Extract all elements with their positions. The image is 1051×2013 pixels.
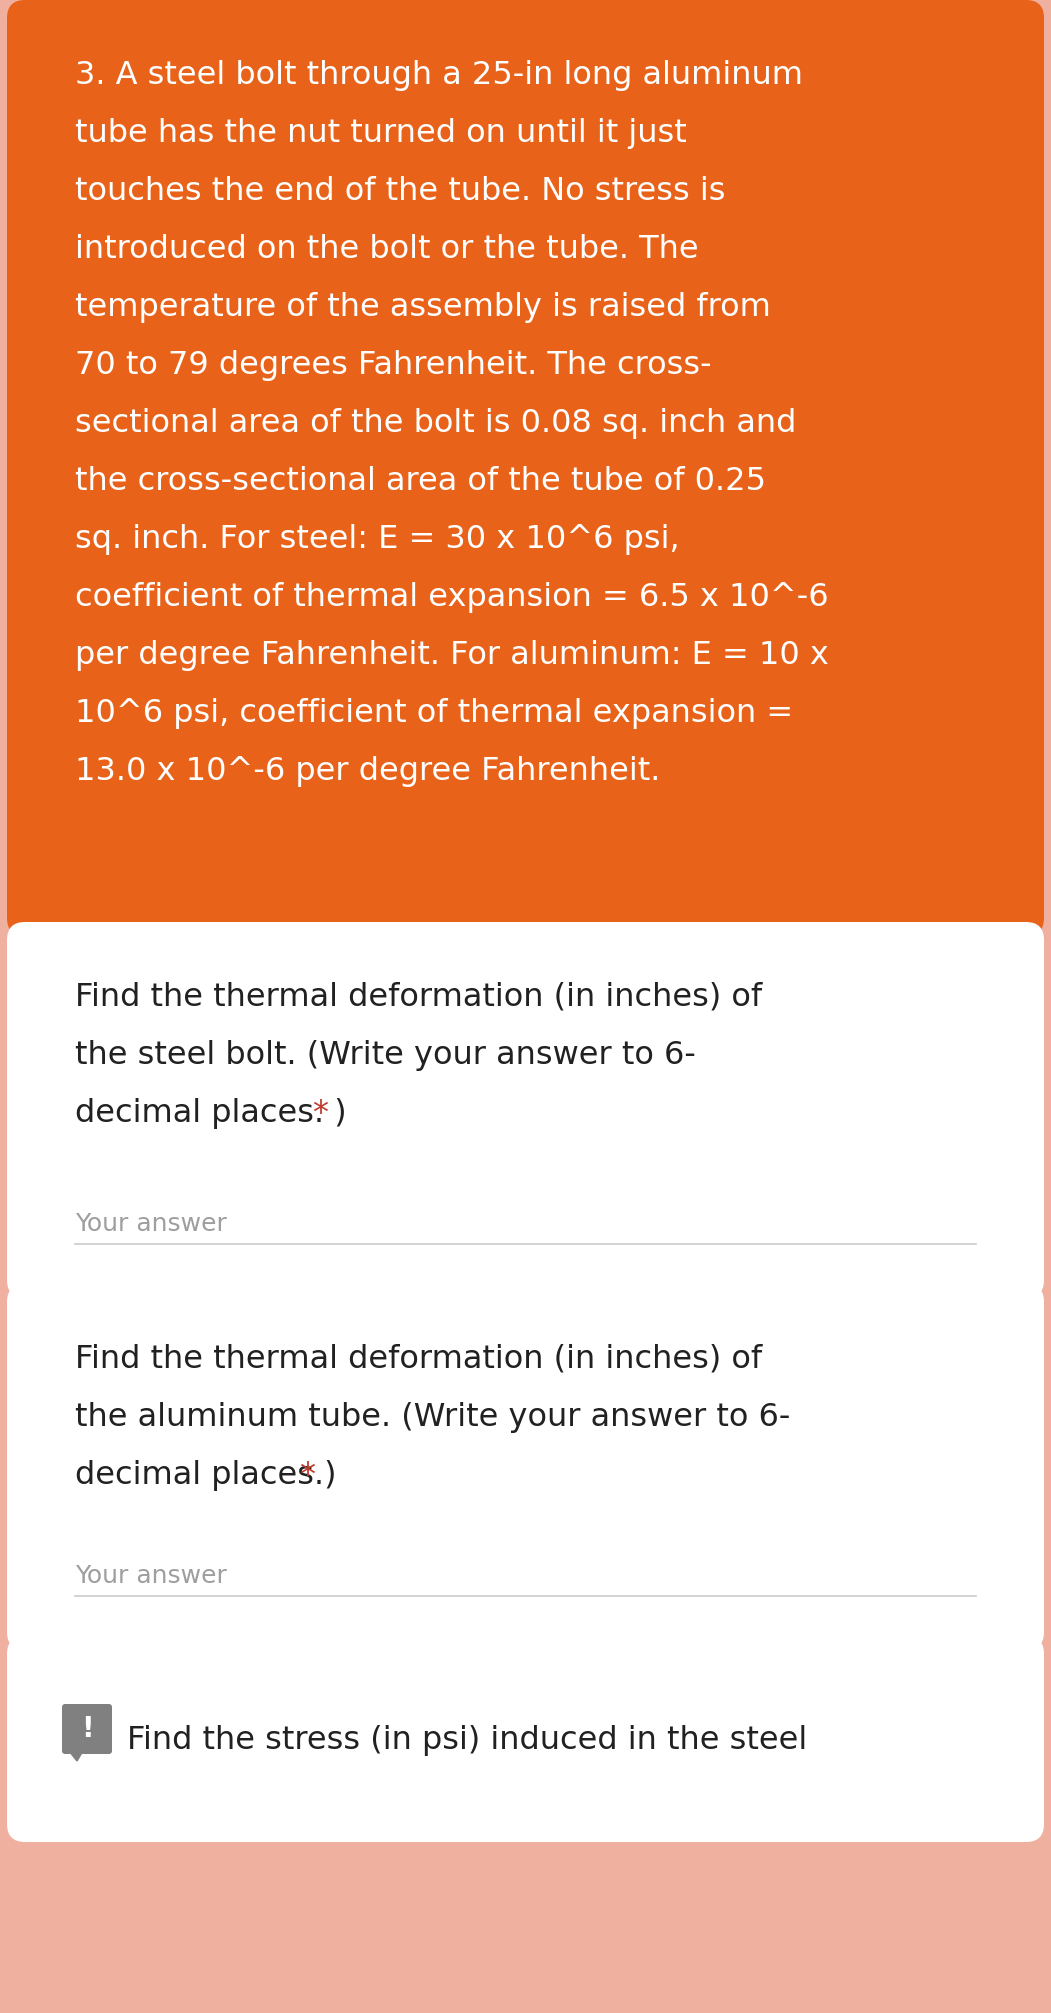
Text: Find the thermal deformation (in inches) of: Find the thermal deformation (in inches)… bbox=[75, 1345, 762, 1375]
Text: sectional area of the bolt is 0.08 sq. inch and: sectional area of the bolt is 0.08 sq. i… bbox=[75, 409, 797, 439]
Text: coefficient of thermal expansion = 6.5 x 10^-6: coefficient of thermal expansion = 6.5 x… bbox=[75, 582, 828, 614]
Text: 13.0 x 10^-6 per degree Fahrenheit.: 13.0 x 10^-6 per degree Fahrenheit. bbox=[75, 757, 660, 787]
Polygon shape bbox=[69, 1751, 83, 1761]
Text: Find the stress (in psi) induced in the steel: Find the stress (in psi) induced in the … bbox=[127, 1725, 807, 1755]
Text: sq. inch. For steel: E = 30 x 10^6 psi,: sq. inch. For steel: E = 30 x 10^6 psi, bbox=[75, 523, 680, 556]
Text: the aluminum tube. (Write your answer to 6-: the aluminum tube. (Write your answer to… bbox=[75, 1401, 790, 1433]
Text: temperature of the assembly is raised from: temperature of the assembly is raised fr… bbox=[75, 292, 770, 322]
FancyBboxPatch shape bbox=[7, 1637, 1044, 1842]
Text: Your answer: Your answer bbox=[75, 1212, 227, 1236]
Text: touches the end of the tube. No stress is: touches the end of the tube. No stress i… bbox=[75, 175, 725, 207]
Text: 70 to 79 degrees Fahrenheit. The cross-: 70 to 79 degrees Fahrenheit. The cross- bbox=[75, 350, 712, 380]
Text: the steel bolt. (Write your answer to 6-: the steel bolt. (Write your answer to 6- bbox=[75, 1041, 696, 1071]
Text: Your answer: Your answer bbox=[75, 1564, 227, 1588]
Text: 10^6 psi, coefficient of thermal expansion =: 10^6 psi, coefficient of thermal expansi… bbox=[75, 699, 794, 729]
FancyBboxPatch shape bbox=[62, 1703, 112, 1753]
Text: *: * bbox=[298, 1459, 315, 1492]
Text: per degree Fahrenheit. For aluminum: E = 10 x: per degree Fahrenheit. For aluminum: E =… bbox=[75, 640, 829, 670]
Text: Find the thermal deformation (in inches) of: Find the thermal deformation (in inches)… bbox=[75, 982, 762, 1013]
Text: *: * bbox=[312, 1097, 329, 1129]
Text: !: ! bbox=[81, 1715, 94, 1743]
Text: decimal places.): decimal places.) bbox=[75, 1459, 336, 1492]
FancyBboxPatch shape bbox=[7, 922, 1044, 1298]
Text: decimal places. ): decimal places. ) bbox=[75, 1097, 347, 1129]
Text: introduced on the bolt or the tube. The: introduced on the bolt or the tube. The bbox=[75, 234, 699, 266]
FancyBboxPatch shape bbox=[7, 0, 1044, 936]
Text: tube has the nut turned on until it just: tube has the nut turned on until it just bbox=[75, 119, 686, 149]
Text: the cross-sectional area of the tube of 0.25: the cross-sectional area of the tube of … bbox=[75, 465, 766, 497]
FancyBboxPatch shape bbox=[7, 1284, 1044, 1651]
Text: 3. A steel bolt through a 25-in long aluminum: 3. A steel bolt through a 25-in long alu… bbox=[75, 60, 803, 91]
